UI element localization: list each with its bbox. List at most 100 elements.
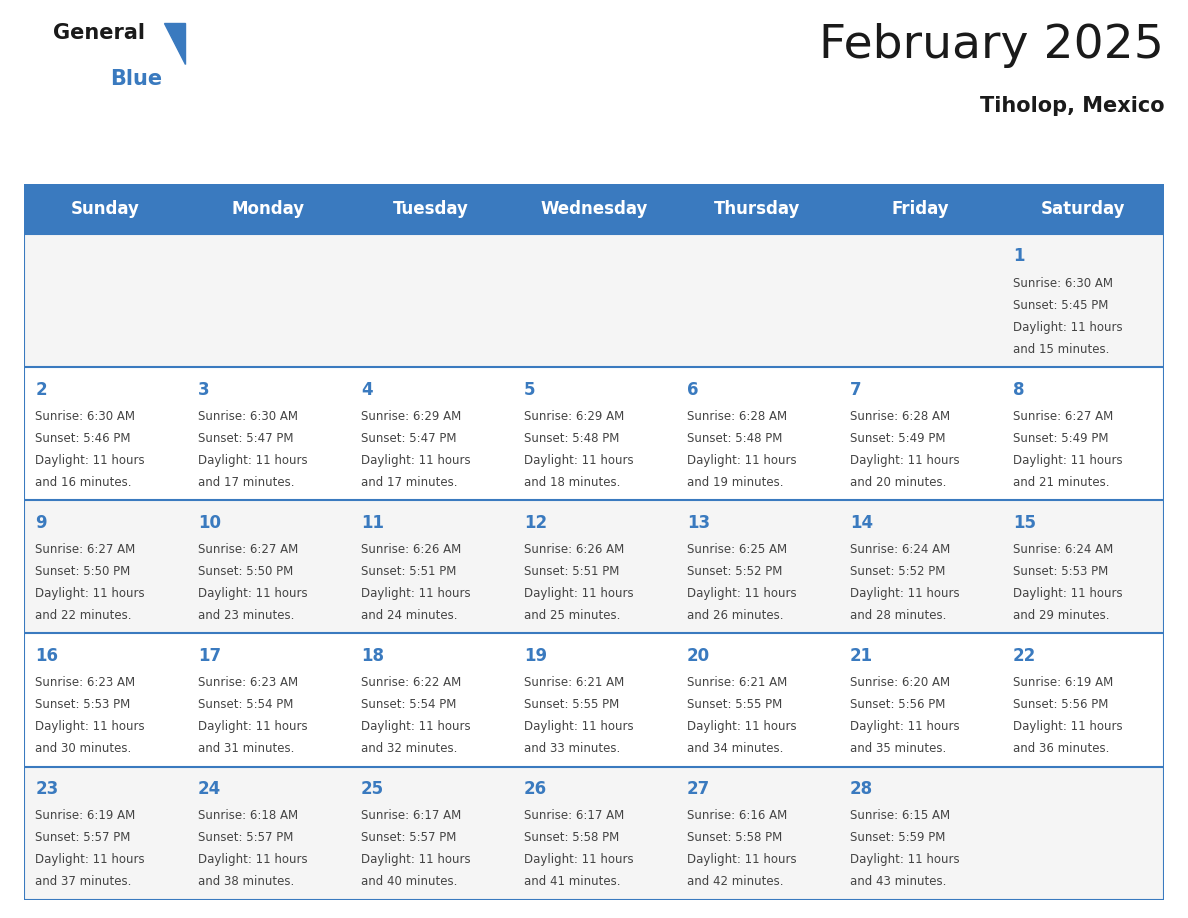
- Text: 28: 28: [849, 780, 873, 798]
- Text: Thursday: Thursday: [714, 200, 800, 218]
- Text: Sunrise: 6:29 AM: Sunrise: 6:29 AM: [524, 409, 624, 423]
- Text: Sunrise: 6:30 AM: Sunrise: 6:30 AM: [198, 409, 298, 423]
- Text: Daylight: 11 hours: Daylight: 11 hours: [524, 453, 633, 466]
- Text: and 38 minutes.: and 38 minutes.: [198, 875, 295, 888]
- Text: Sunset: 5:56 PM: Sunset: 5:56 PM: [1012, 698, 1108, 711]
- Text: and 33 minutes.: and 33 minutes.: [524, 742, 620, 755]
- Text: Sunset: 5:49 PM: Sunset: 5:49 PM: [1012, 431, 1108, 445]
- Text: 14: 14: [849, 514, 873, 532]
- Text: Blue: Blue: [110, 69, 163, 89]
- Text: Sunrise: 6:18 AM: Sunrise: 6:18 AM: [198, 809, 298, 823]
- Text: 15: 15: [1012, 514, 1036, 532]
- Text: Sunrise: 6:28 AM: Sunrise: 6:28 AM: [687, 409, 786, 423]
- Text: Sunrise: 6:24 AM: Sunrise: 6:24 AM: [849, 543, 950, 556]
- Text: and 20 minutes.: and 20 minutes.: [849, 476, 946, 488]
- Text: Daylight: 11 hours: Daylight: 11 hours: [687, 720, 796, 733]
- Text: General: General: [53, 23, 145, 43]
- Text: 9: 9: [36, 514, 46, 532]
- Text: Daylight: 11 hours: Daylight: 11 hours: [524, 587, 633, 599]
- Text: Sunset: 5:54 PM: Sunset: 5:54 PM: [361, 698, 456, 711]
- Text: 11: 11: [361, 514, 384, 532]
- Text: Sunset: 5:56 PM: Sunset: 5:56 PM: [849, 698, 946, 711]
- Bar: [24, 767, 1164, 900]
- Text: and 23 minutes.: and 23 minutes.: [198, 609, 295, 621]
- Text: 7: 7: [849, 381, 861, 398]
- Text: Daylight: 11 hours: Daylight: 11 hours: [1012, 720, 1123, 733]
- Text: and 29 minutes.: and 29 minutes.: [1012, 609, 1110, 621]
- Text: Sunset: 5:55 PM: Sunset: 5:55 PM: [524, 698, 619, 711]
- Text: 10: 10: [198, 514, 221, 532]
- Text: Sunrise: 6:27 AM: Sunrise: 6:27 AM: [1012, 409, 1113, 423]
- Text: Sunset: 5:57 PM: Sunset: 5:57 PM: [36, 831, 131, 844]
- Text: Tiholop, Mexico: Tiholop, Mexico: [980, 96, 1164, 117]
- Text: Daylight: 11 hours: Daylight: 11 hours: [361, 453, 470, 466]
- Text: February 2025: February 2025: [820, 23, 1164, 68]
- Text: and 15 minutes.: and 15 minutes.: [1012, 342, 1110, 355]
- Text: Daylight: 11 hours: Daylight: 11 hours: [198, 853, 308, 866]
- Text: Daylight: 11 hours: Daylight: 11 hours: [849, 720, 960, 733]
- Text: and 24 minutes.: and 24 minutes.: [361, 609, 457, 621]
- Text: Friday: Friday: [891, 200, 949, 218]
- Text: and 17 minutes.: and 17 minutes.: [361, 476, 457, 488]
- Text: 23: 23: [36, 780, 58, 798]
- Text: Saturday: Saturday: [1041, 200, 1125, 218]
- Text: 6: 6: [687, 381, 699, 398]
- Text: Sunrise: 6:20 AM: Sunrise: 6:20 AM: [849, 676, 950, 689]
- Text: 16: 16: [36, 647, 58, 665]
- Text: Daylight: 11 hours: Daylight: 11 hours: [687, 453, 796, 466]
- Text: Sunday: Sunday: [71, 200, 140, 218]
- Text: Sunrise: 6:29 AM: Sunrise: 6:29 AM: [361, 409, 461, 423]
- Text: Sunrise: 6:16 AM: Sunrise: 6:16 AM: [687, 809, 788, 823]
- Text: Sunset: 5:46 PM: Sunset: 5:46 PM: [36, 431, 131, 445]
- Text: 17: 17: [198, 647, 221, 665]
- Text: 8: 8: [1012, 381, 1024, 398]
- Text: Daylight: 11 hours: Daylight: 11 hours: [198, 587, 308, 599]
- Text: and 21 minutes.: and 21 minutes.: [1012, 476, 1110, 488]
- Text: 22: 22: [1012, 647, 1036, 665]
- Text: Sunset: 5:50 PM: Sunset: 5:50 PM: [36, 565, 131, 578]
- Text: Sunrise: 6:27 AM: Sunrise: 6:27 AM: [198, 543, 298, 556]
- Text: Sunset: 5:49 PM: Sunset: 5:49 PM: [849, 431, 946, 445]
- Text: and 41 minutes.: and 41 minutes.: [524, 875, 620, 888]
- Text: and 40 minutes.: and 40 minutes.: [361, 875, 457, 888]
- Text: Daylight: 11 hours: Daylight: 11 hours: [1012, 587, 1123, 599]
- Text: Daylight: 11 hours: Daylight: 11 hours: [36, 587, 145, 599]
- Text: Sunset: 5:57 PM: Sunset: 5:57 PM: [198, 831, 293, 844]
- Text: Sunrise: 6:19 AM: Sunrise: 6:19 AM: [1012, 676, 1113, 689]
- Text: 25: 25: [361, 780, 384, 798]
- Text: Sunrise: 6:17 AM: Sunrise: 6:17 AM: [524, 809, 624, 823]
- Text: Sunrise: 6:17 AM: Sunrise: 6:17 AM: [361, 809, 461, 823]
- Text: and 22 minutes.: and 22 minutes.: [36, 609, 132, 621]
- Text: Monday: Monday: [232, 200, 304, 218]
- Text: Sunrise: 6:26 AM: Sunrise: 6:26 AM: [524, 543, 624, 556]
- Text: Daylight: 11 hours: Daylight: 11 hours: [361, 587, 470, 599]
- Text: Sunset: 5:55 PM: Sunset: 5:55 PM: [687, 698, 782, 711]
- Text: Sunrise: 6:23 AM: Sunrise: 6:23 AM: [198, 676, 298, 689]
- Text: and 43 minutes.: and 43 minutes.: [849, 875, 946, 888]
- Text: 19: 19: [524, 647, 546, 665]
- Text: Sunset: 5:48 PM: Sunset: 5:48 PM: [524, 431, 619, 445]
- Text: Sunrise: 6:21 AM: Sunrise: 6:21 AM: [524, 676, 624, 689]
- Text: and 34 minutes.: and 34 minutes.: [687, 742, 783, 755]
- Text: 12: 12: [524, 514, 546, 532]
- Text: Daylight: 11 hours: Daylight: 11 hours: [361, 720, 470, 733]
- Text: Sunset: 5:53 PM: Sunset: 5:53 PM: [36, 698, 131, 711]
- Text: Daylight: 11 hours: Daylight: 11 hours: [36, 720, 145, 733]
- Text: 2: 2: [36, 381, 46, 398]
- Text: Daylight: 11 hours: Daylight: 11 hours: [524, 720, 633, 733]
- Text: 26: 26: [524, 780, 546, 798]
- Text: 3: 3: [198, 381, 210, 398]
- Text: Sunset: 5:58 PM: Sunset: 5:58 PM: [524, 831, 619, 844]
- Text: and 37 minutes.: and 37 minutes.: [36, 875, 132, 888]
- Text: Daylight: 11 hours: Daylight: 11 hours: [849, 587, 960, 599]
- Text: 1: 1: [1012, 248, 1024, 265]
- Text: Sunrise: 6:15 AM: Sunrise: 6:15 AM: [849, 809, 950, 823]
- Bar: [24, 234, 1164, 367]
- Text: Sunset: 5:58 PM: Sunset: 5:58 PM: [687, 831, 782, 844]
- Text: Sunrise: 6:30 AM: Sunrise: 6:30 AM: [36, 409, 135, 423]
- Text: Sunrise: 6:28 AM: Sunrise: 6:28 AM: [849, 409, 950, 423]
- Text: and 17 minutes.: and 17 minutes.: [198, 476, 295, 488]
- Text: and 35 minutes.: and 35 minutes.: [849, 742, 946, 755]
- Bar: [24, 633, 1164, 767]
- Text: Sunset: 5:57 PM: Sunset: 5:57 PM: [361, 831, 456, 844]
